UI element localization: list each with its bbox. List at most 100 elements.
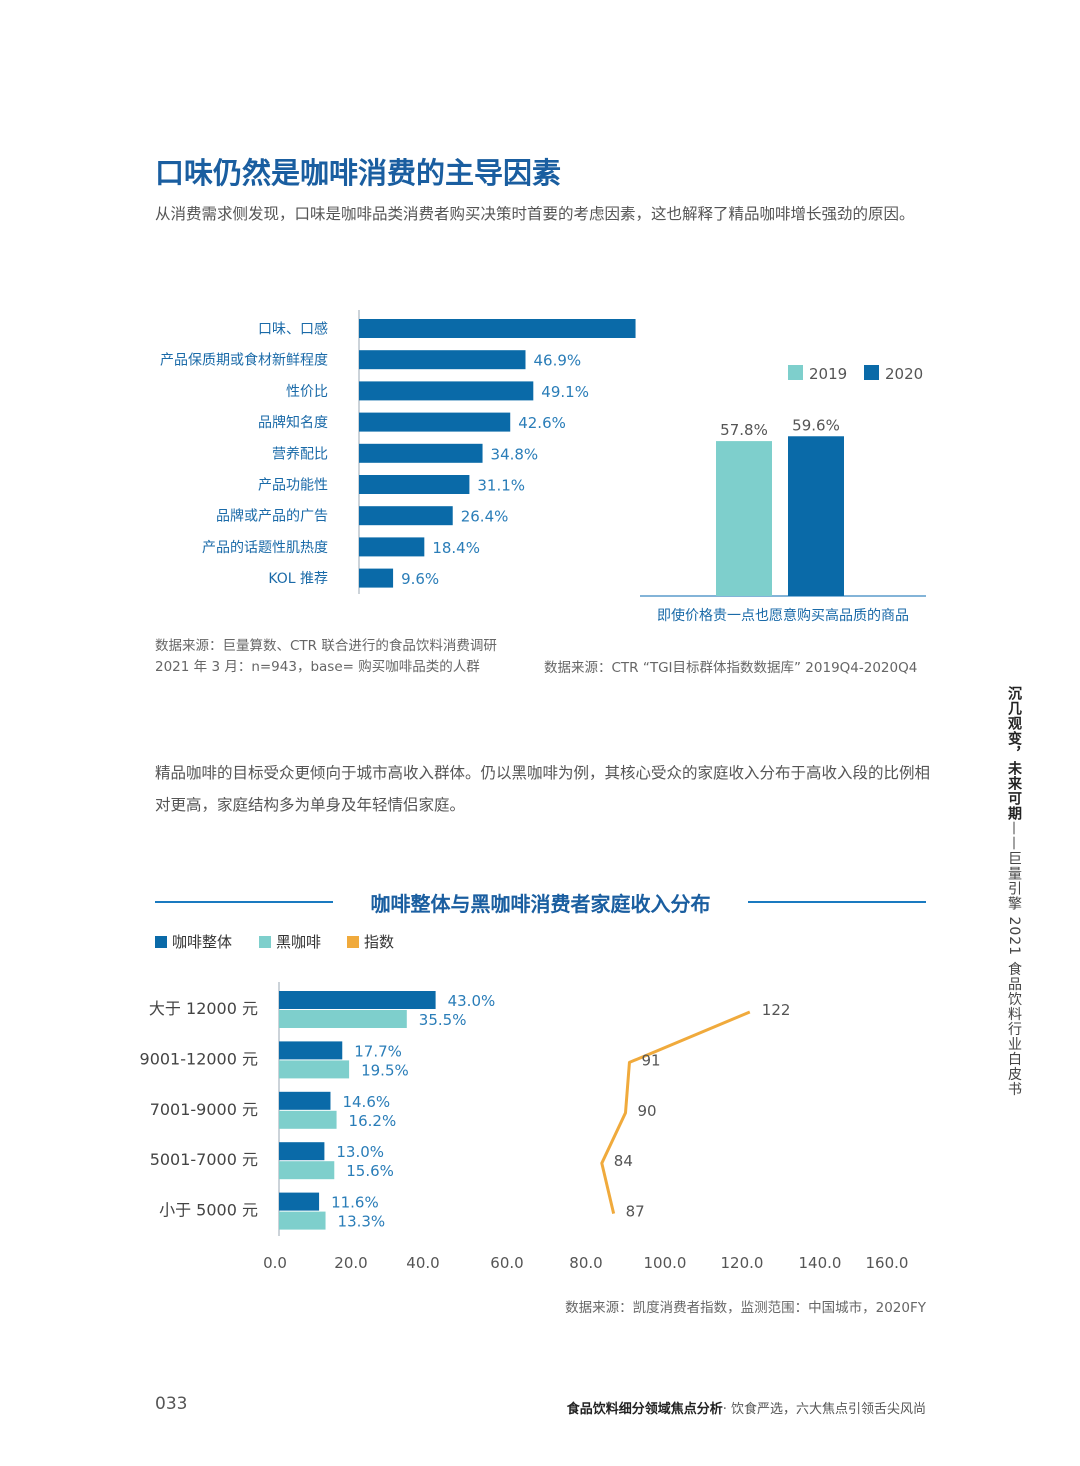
bar-value-label: 19.5%: [361, 1061, 409, 1079]
bar-value-label: 13.0%: [336, 1143, 384, 1161]
page-number: 033: [155, 1394, 188, 1414]
category-label: 品牌或产品的广告: [216, 508, 328, 525]
sidebar-vertical-text: 沉几观变，未来可期——巨量引擎 2021 食品饮料行业白皮书: [1004, 686, 1024, 1097]
legend-swatch: [864, 365, 879, 380]
bar: [359, 506, 453, 526]
bar-value-label: 35.5%: [419, 1011, 467, 1029]
bar: [279, 1142, 325, 1161]
source-1-line-2: 2021 年 3 月：n=943，base= 购买咖啡品类的人群: [155, 659, 480, 675]
bar: [279, 1110, 337, 1129]
category-label: 小于 5000 元: [159, 1201, 258, 1220]
category-label: KOL 推荐: [268, 571, 328, 587]
bar: [788, 436, 844, 596]
category-label: 大于 12000 元: [149, 999, 258, 1018]
x-tick-label: 160.0: [866, 1254, 909, 1272]
category-label: 9001-12000 元: [140, 1049, 258, 1068]
bar-value-label: 9.6%: [401, 570, 439, 588]
source-3: 数据来源：凯度消费者指数，监测范围：中国城市，2020FY: [565, 1300, 926, 1316]
x-tick-label: 0.0: [263, 1254, 287, 1272]
bar-value-label: 14.6%: [342, 1093, 390, 1111]
bar: [359, 475, 470, 494]
bar-value-label: 18.4%: [432, 539, 480, 557]
category-label: 性价比: [286, 384, 328, 400]
category-label: 产品保质期或食材新鲜程度: [160, 352, 328, 369]
bar: [359, 537, 425, 557]
bar: [279, 1161, 335, 1180]
bar-value-label: 34.8%: [491, 445, 539, 463]
bar: [359, 443, 483, 463]
bar-value-label: 31.1%: [477, 477, 525, 495]
x-tick-label: 140.0: [799, 1254, 842, 1272]
bar-value-label: 46.9%: [533, 352, 581, 370]
category-label: 5001-7000 元: [150, 1150, 258, 1169]
bar: [359, 568, 394, 588]
bar: [359, 350, 526, 370]
chart-3-title: 咖啡整体与黑咖啡消费者家庭收入分布: [370, 892, 711, 916]
legend-swatch: [788, 365, 803, 380]
legend-swatch: [259, 936, 271, 948]
legend-item-index: 指数: [347, 931, 394, 952]
title-rule-right: [748, 901, 926, 903]
index-value-label: 91: [641, 1051, 660, 1069]
bar: [279, 1041, 343, 1060]
category-label: 产品功能性: [258, 478, 328, 494]
bar-value-label: 49.1%: [541, 383, 589, 401]
x-tick-label: 40.0: [406, 1254, 439, 1272]
legend-label: 指数: [364, 933, 395, 951]
sidebar-bold: 沉几观变，未来可期: [1006, 686, 1022, 821]
income-distribution-chart: 43.0%35.5% 大于 12000 元 17.7%19.5% 9001-12000…: [140, 982, 909, 1272]
factor-bar-chart: 77.9%口味、口感46.9%产品保质期或食材新鲜程度49.1%性价比42.6%…: [160, 310, 636, 594]
bar-value-label: 17.7%: [354, 1042, 402, 1060]
index-value-label: 122: [762, 1001, 791, 1019]
category-label: 产品的话题性肌热度: [202, 540, 328, 556]
legend-label: 2020: [885, 365, 923, 383]
index-value-label: 87: [626, 1203, 645, 1221]
bar-value-label: 57.8%: [720, 421, 768, 439]
footer-text: 食品饮料细分领域焦点分析· 饮食严选，六大焦点引领舌尖风尚: [567, 1398, 926, 1417]
bar: [716, 441, 772, 596]
footer-bold: 食品饮料细分领域焦点分析: [566, 1402, 723, 1417]
bar: [359, 319, 636, 338]
bar: [279, 1192, 320, 1211]
premium-bar-chart: 2019 2020 57.8% 59.6% 即使价格贵一点也愿意购买高品质的商品: [640, 365, 926, 624]
bar: [279, 1211, 326, 1230]
category-label: 即使价格贵一点也愿意购买高品质的商品: [657, 607, 909, 624]
category-label: 品牌知名度: [258, 414, 328, 431]
bar: [279, 1060, 350, 1079]
bar-value-label: 15.6%: [346, 1162, 394, 1180]
sidebar-rest: ——巨量引擎 2021 食品饮料行业白皮书: [1006, 821, 1022, 1097]
bar: [359, 381, 534, 401]
title-rule-left: [155, 901, 333, 903]
bar-value-label: 42.6%: [518, 414, 566, 432]
bar-value-label: 26.4%: [461, 508, 509, 526]
bar: [359, 412, 511, 432]
bar: [279, 1010, 407, 1028]
category-label: 口味、口感: [258, 321, 328, 338]
bar: [279, 991, 436, 1009]
bar: [279, 1091, 331, 1110]
index-line: [600, 1010, 751, 1214]
bar-value-label: 16.2%: [349, 1112, 397, 1130]
bar-value-label: 59.6%: [792, 416, 840, 434]
income-paragraph: 精品咖啡的目标受众更倾向于城市高收入群体。仍以黑咖啡为例，其核心受众的家庭收入分…: [155, 764, 931, 814]
x-tick-label: 20.0: [334, 1254, 367, 1272]
legend-item-black-coffee: 黑咖啡: [259, 931, 321, 952]
category-label: 7001-9000 元: [150, 1100, 258, 1119]
bar-value-label: 13.3%: [338, 1213, 386, 1231]
legend-swatch: [347, 936, 359, 948]
legend-label: 黑咖啡: [276, 933, 322, 951]
x-tick-label: 120.0: [721, 1254, 764, 1272]
x-tick-label: 60.0: [490, 1254, 523, 1272]
legend-item-coffee-overall: 咖啡整体: [155, 931, 232, 952]
footer-rest: · 饮食严选，六大焦点引领舌尖风尚: [722, 1402, 926, 1417]
source-1-line-1: 数据来源：巨量算数、CTR 联合进行的食品饮料消费调研: [155, 638, 497, 654]
x-tick-label: 80.0: [569, 1254, 602, 1272]
x-tick-label: 100.0: [644, 1254, 687, 1272]
legend-label: 2019: [809, 365, 847, 383]
category-label: 营养配比: [272, 446, 328, 462]
index-value-label: 90: [638, 1102, 657, 1120]
bar-value-label: 11.6%: [331, 1194, 379, 1212]
legend-swatch: [155, 936, 167, 948]
bar-value-label: 43.0%: [448, 992, 496, 1010]
index-value-label: 84: [614, 1152, 633, 1170]
